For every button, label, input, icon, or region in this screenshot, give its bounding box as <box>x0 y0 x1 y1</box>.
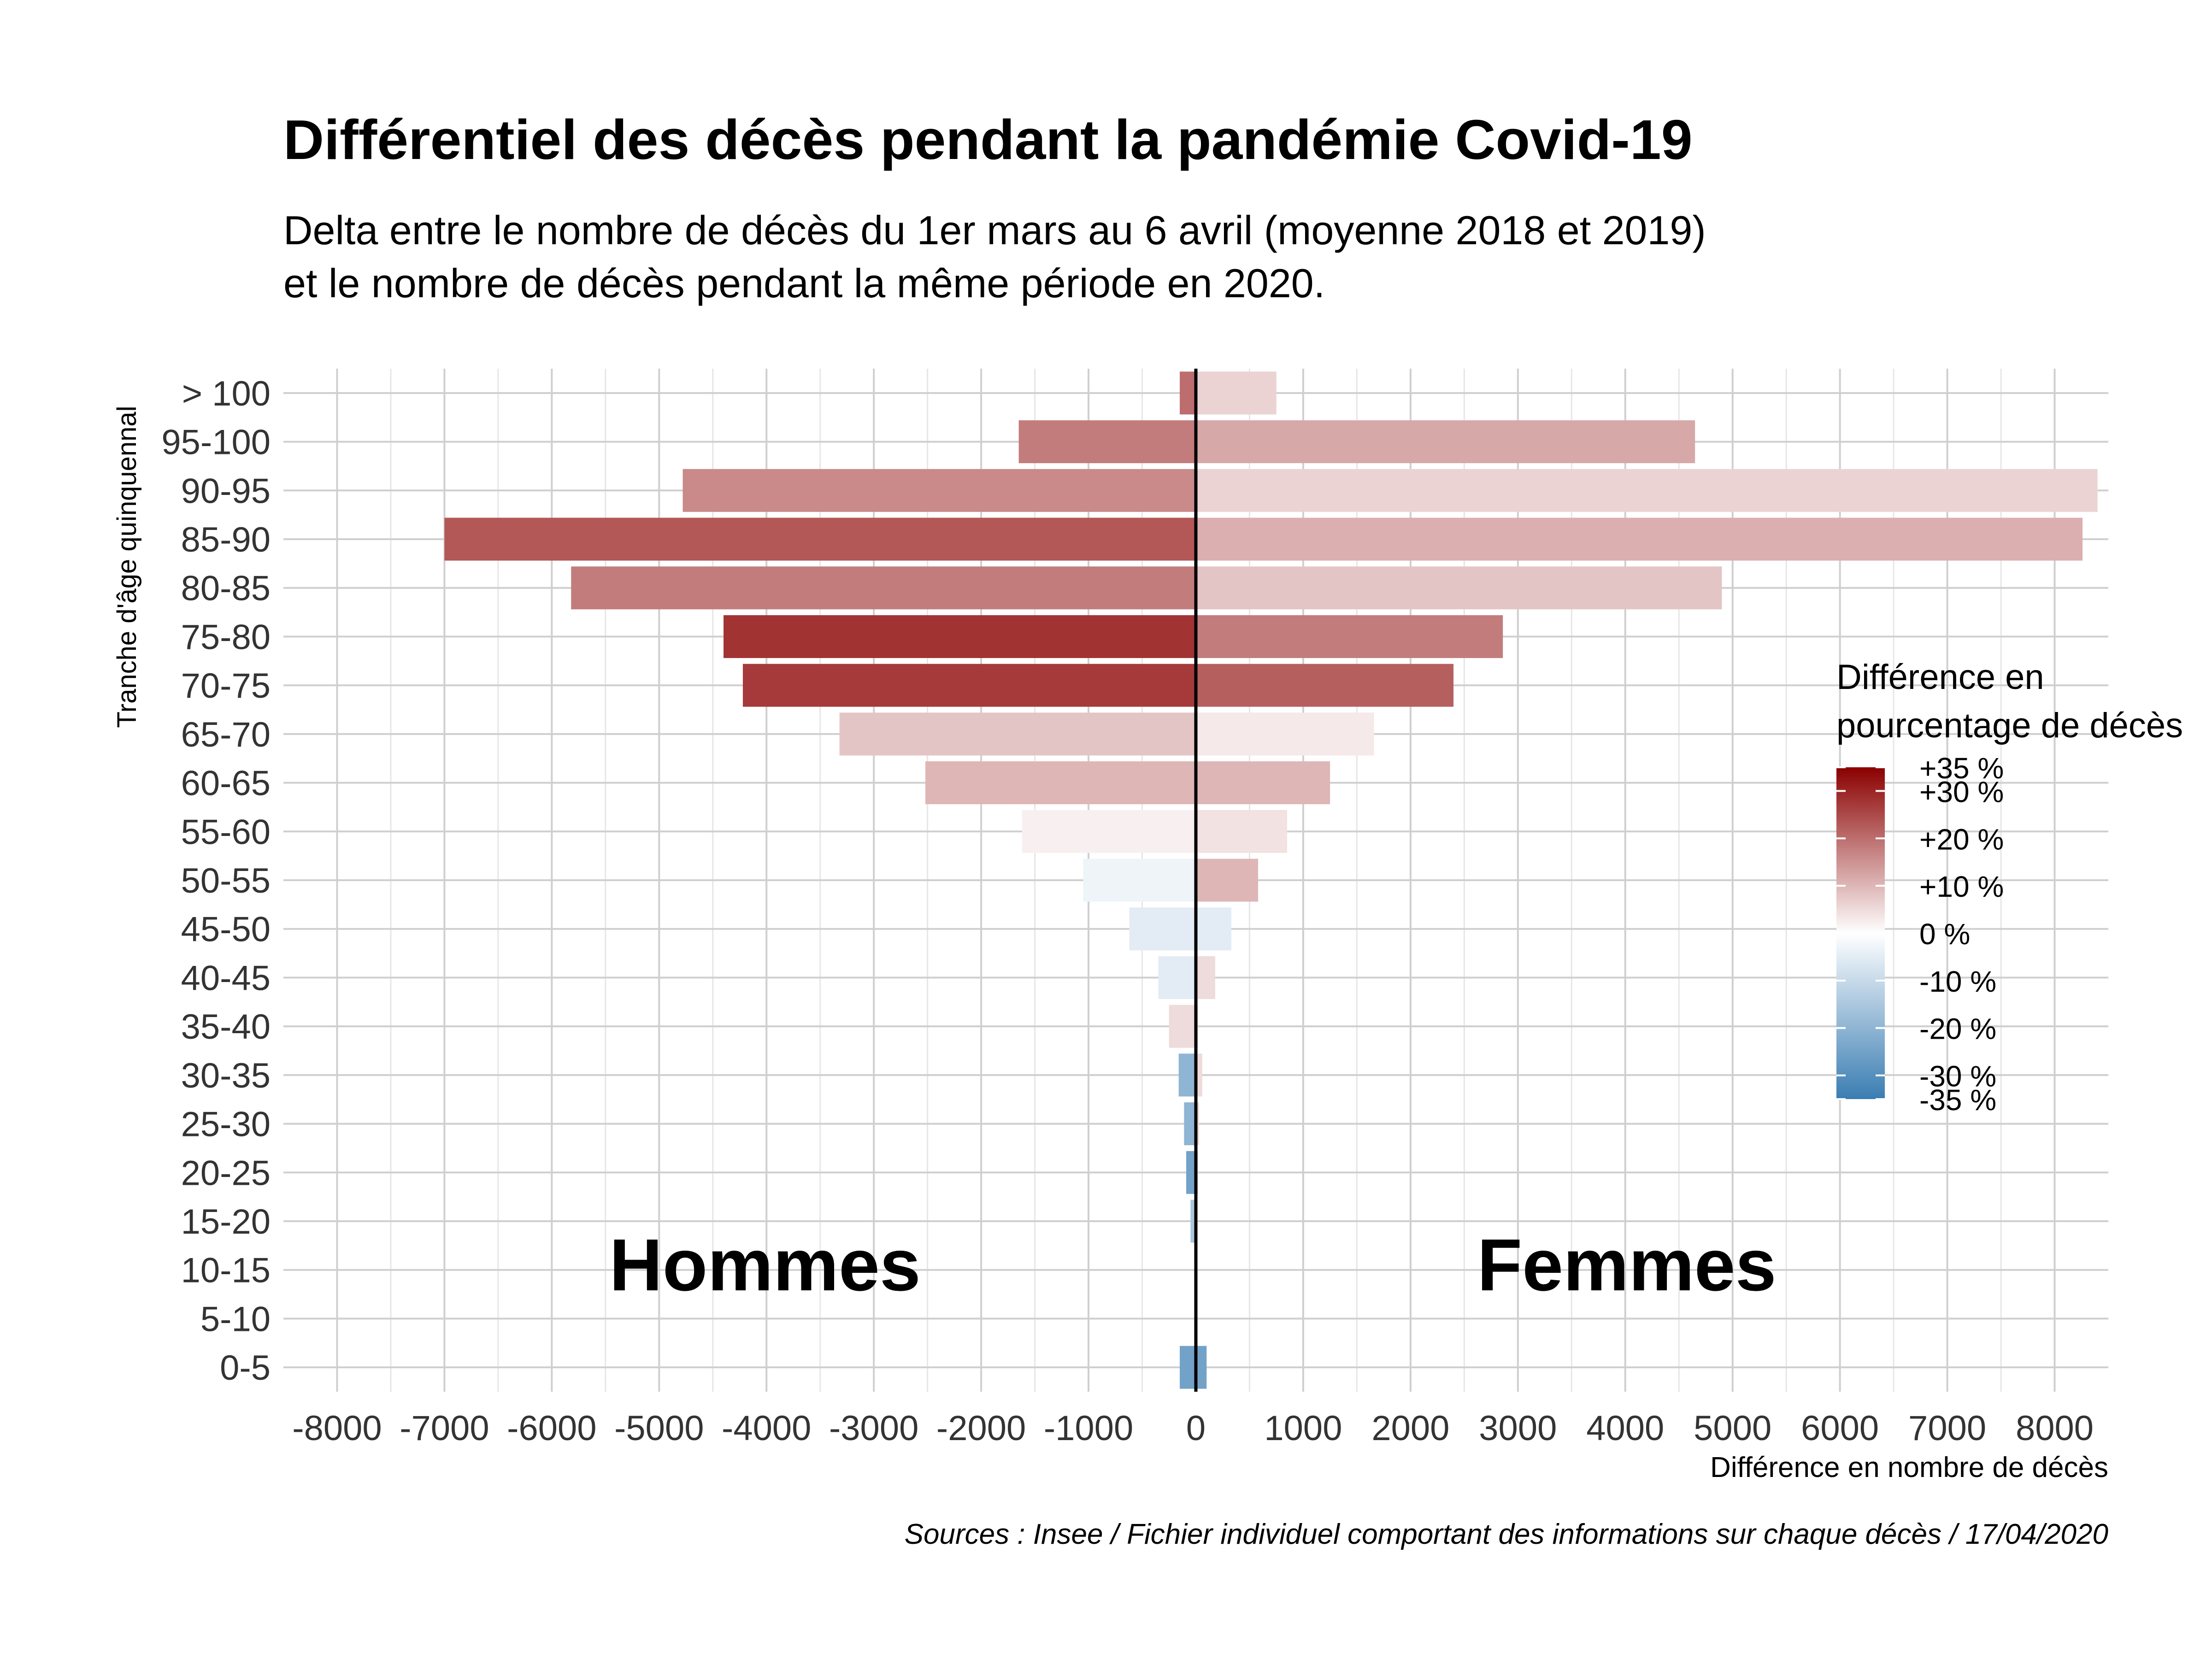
bar-femmes <box>1196 712 1374 756</box>
chart-subtitle-line-1: Delta entre le nombre de décès du 1er ma… <box>283 207 1706 253</box>
chart-subtitle-line-2: et le nombre de décès pendant la même pé… <box>283 260 1325 306</box>
x-tick-label: 8000 <box>2016 1409 2094 1448</box>
legend-tick-label: -35 % <box>1919 1083 1996 1117</box>
bars <box>444 371 2098 1389</box>
y-tick-label: 75-80 <box>181 618 271 657</box>
bar-hommes <box>1129 907 1196 951</box>
hommes-label: Hommes <box>609 1224 921 1306</box>
bar-hommes <box>1180 371 1196 415</box>
bar-hommes <box>444 518 1196 561</box>
y-tick-label: 55-60 <box>181 812 271 852</box>
legend-ticks: +35 %+30 % +20 % +10 % 0 % -10 % -20 % -30 %-3… <box>1836 752 2004 1117</box>
bar-femmes <box>1196 664 1454 707</box>
bar-femmes <box>1196 907 1231 951</box>
bar-hommes <box>839 712 1196 756</box>
bar-hommes <box>1083 859 1196 902</box>
x-axis-title: Différence en nombre de décès <box>1710 1452 2108 1483</box>
x-tick-label: 3000 <box>1479 1409 1557 1448</box>
bar-femmes <box>1196 420 1695 464</box>
y-tick-label: 90-95 <box>181 471 271 511</box>
x-tick-label: -5000 <box>614 1409 704 1448</box>
legend: Différence en pourcentage de décès +35 %… <box>1836 658 2183 1117</box>
legend-title-line-2: pourcentage de décès <box>1836 706 2183 745</box>
bar-femmes <box>1196 956 1215 999</box>
y-tick-label: 45-50 <box>181 910 271 949</box>
femmes-label: Femmes <box>1477 1224 1776 1306</box>
x-tick-label: -2000 <box>936 1409 1026 1448</box>
x-tick-label: -3000 <box>829 1409 918 1448</box>
bar-hommes <box>925 761 1196 805</box>
bar-femmes <box>1196 566 1722 610</box>
y-tick-label: > 100 <box>182 374 271 413</box>
bar-hommes <box>1178 1053 1196 1097</box>
y-tick-label: 20-25 <box>181 1153 271 1193</box>
x-tick-label: 6000 <box>1801 1409 1879 1448</box>
y-tick-label: 40-45 <box>181 959 271 998</box>
legend-tick-label: +20 % <box>1919 823 2004 856</box>
legend-tick-label: -20 % <box>1919 1012 1996 1046</box>
y-tick-label: 15-20 <box>181 1202 271 1241</box>
y-tick-labels: 0-5 5-10 10-15 15-20 20-25 25-30 30-35 35-40 40-… <box>161 374 271 1388</box>
x-tick-label: -7000 <box>400 1409 489 1448</box>
x-tick-label: 5000 <box>1694 1409 1771 1448</box>
bar-hommes <box>1018 420 1196 464</box>
bar-femmes <box>1196 1346 1207 1389</box>
chart-title: Différentiel des décès pendant la pandém… <box>283 108 1693 171</box>
y-tick-label: 80-85 <box>181 569 271 608</box>
x-tick-label: -6000 <box>507 1409 596 1448</box>
y-tick-label: 10-15 <box>181 1251 271 1290</box>
x-tick-label: -4000 <box>722 1409 811 1448</box>
x-tick-label: 4000 <box>1586 1409 1664 1448</box>
bar-hommes <box>571 566 1196 610</box>
y-tick-label: 70-75 <box>181 666 271 706</box>
x-tick-label: -8000 <box>292 1409 382 1448</box>
x-tick-label: -1000 <box>1044 1409 1133 1448</box>
bar-hommes <box>1169 1005 1196 1048</box>
y-tick-label: 60-65 <box>181 764 271 803</box>
y-tick-label: 5-10 <box>200 1300 271 1339</box>
bar-femmes <box>1196 371 1277 415</box>
bar-hommes <box>1190 1200 1196 1243</box>
bar-femmes <box>1196 469 2098 512</box>
x-tick-label: 0 <box>1186 1409 1206 1448</box>
y-tick-label: 30-35 <box>181 1056 271 1095</box>
bar-hommes <box>1022 810 1196 853</box>
y-tick-label: 35-40 <box>181 1007 271 1047</box>
bar-hommes <box>724 615 1196 658</box>
bar-femmes <box>1196 761 1330 805</box>
x-tick-labels: -8000 -7000 -6000 -5000 -4000 -3000 -2000 -1000… <box>292 1409 2094 1448</box>
legend-tick-label: -10 % <box>1919 965 1996 998</box>
source-caption: Sources : Insee / Fichier individuel com… <box>905 1518 2108 1550</box>
y-tick-label: 95-100 <box>161 423 271 462</box>
bar-hommes <box>742 664 1196 707</box>
y-tick-label: 25-30 <box>181 1105 271 1144</box>
legend-tick-label: 0 % <box>1919 918 1970 951</box>
bar-hommes <box>1180 1346 1196 1389</box>
y-tick-label: 85-90 <box>181 520 271 559</box>
legend-tick-label: +10 % <box>1919 870 2004 903</box>
y-tick-label: 0-5 <box>220 1348 271 1388</box>
bar-femmes <box>1196 859 1259 902</box>
x-tick-label: 7000 <box>1908 1409 1986 1448</box>
y-axis-title: Tranche d'âge quinquennal <box>112 406 142 728</box>
bar-femmes <box>1196 518 2083 561</box>
y-tick-label: 50-55 <box>181 861 271 900</box>
bar-hommes <box>1184 1102 1196 1146</box>
bar-hommes <box>1158 956 1196 999</box>
x-tick-label: 1000 <box>1264 1409 1342 1448</box>
x-tick-label: 2000 <box>1371 1409 1449 1448</box>
bar-hommes <box>682 469 1196 512</box>
y-tick-label: 65-70 <box>181 715 271 754</box>
bar-femmes <box>1196 615 1503 658</box>
legend-tick-label: +30 % <box>1919 775 2004 808</box>
legend-title-line-1: Différence en <box>1836 658 2044 697</box>
bar-hommes <box>1186 1151 1196 1194</box>
legend-tick-label: +35 % <box>1919 752 2004 785</box>
legend-tick-label: -30 % <box>1919 1060 1996 1093</box>
bar-femmes <box>1196 810 1287 853</box>
